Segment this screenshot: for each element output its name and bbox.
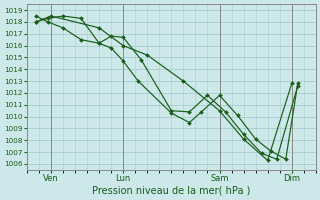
X-axis label: Pression niveau de la mer( hPa ): Pression niveau de la mer( hPa ) [92, 186, 251, 196]
